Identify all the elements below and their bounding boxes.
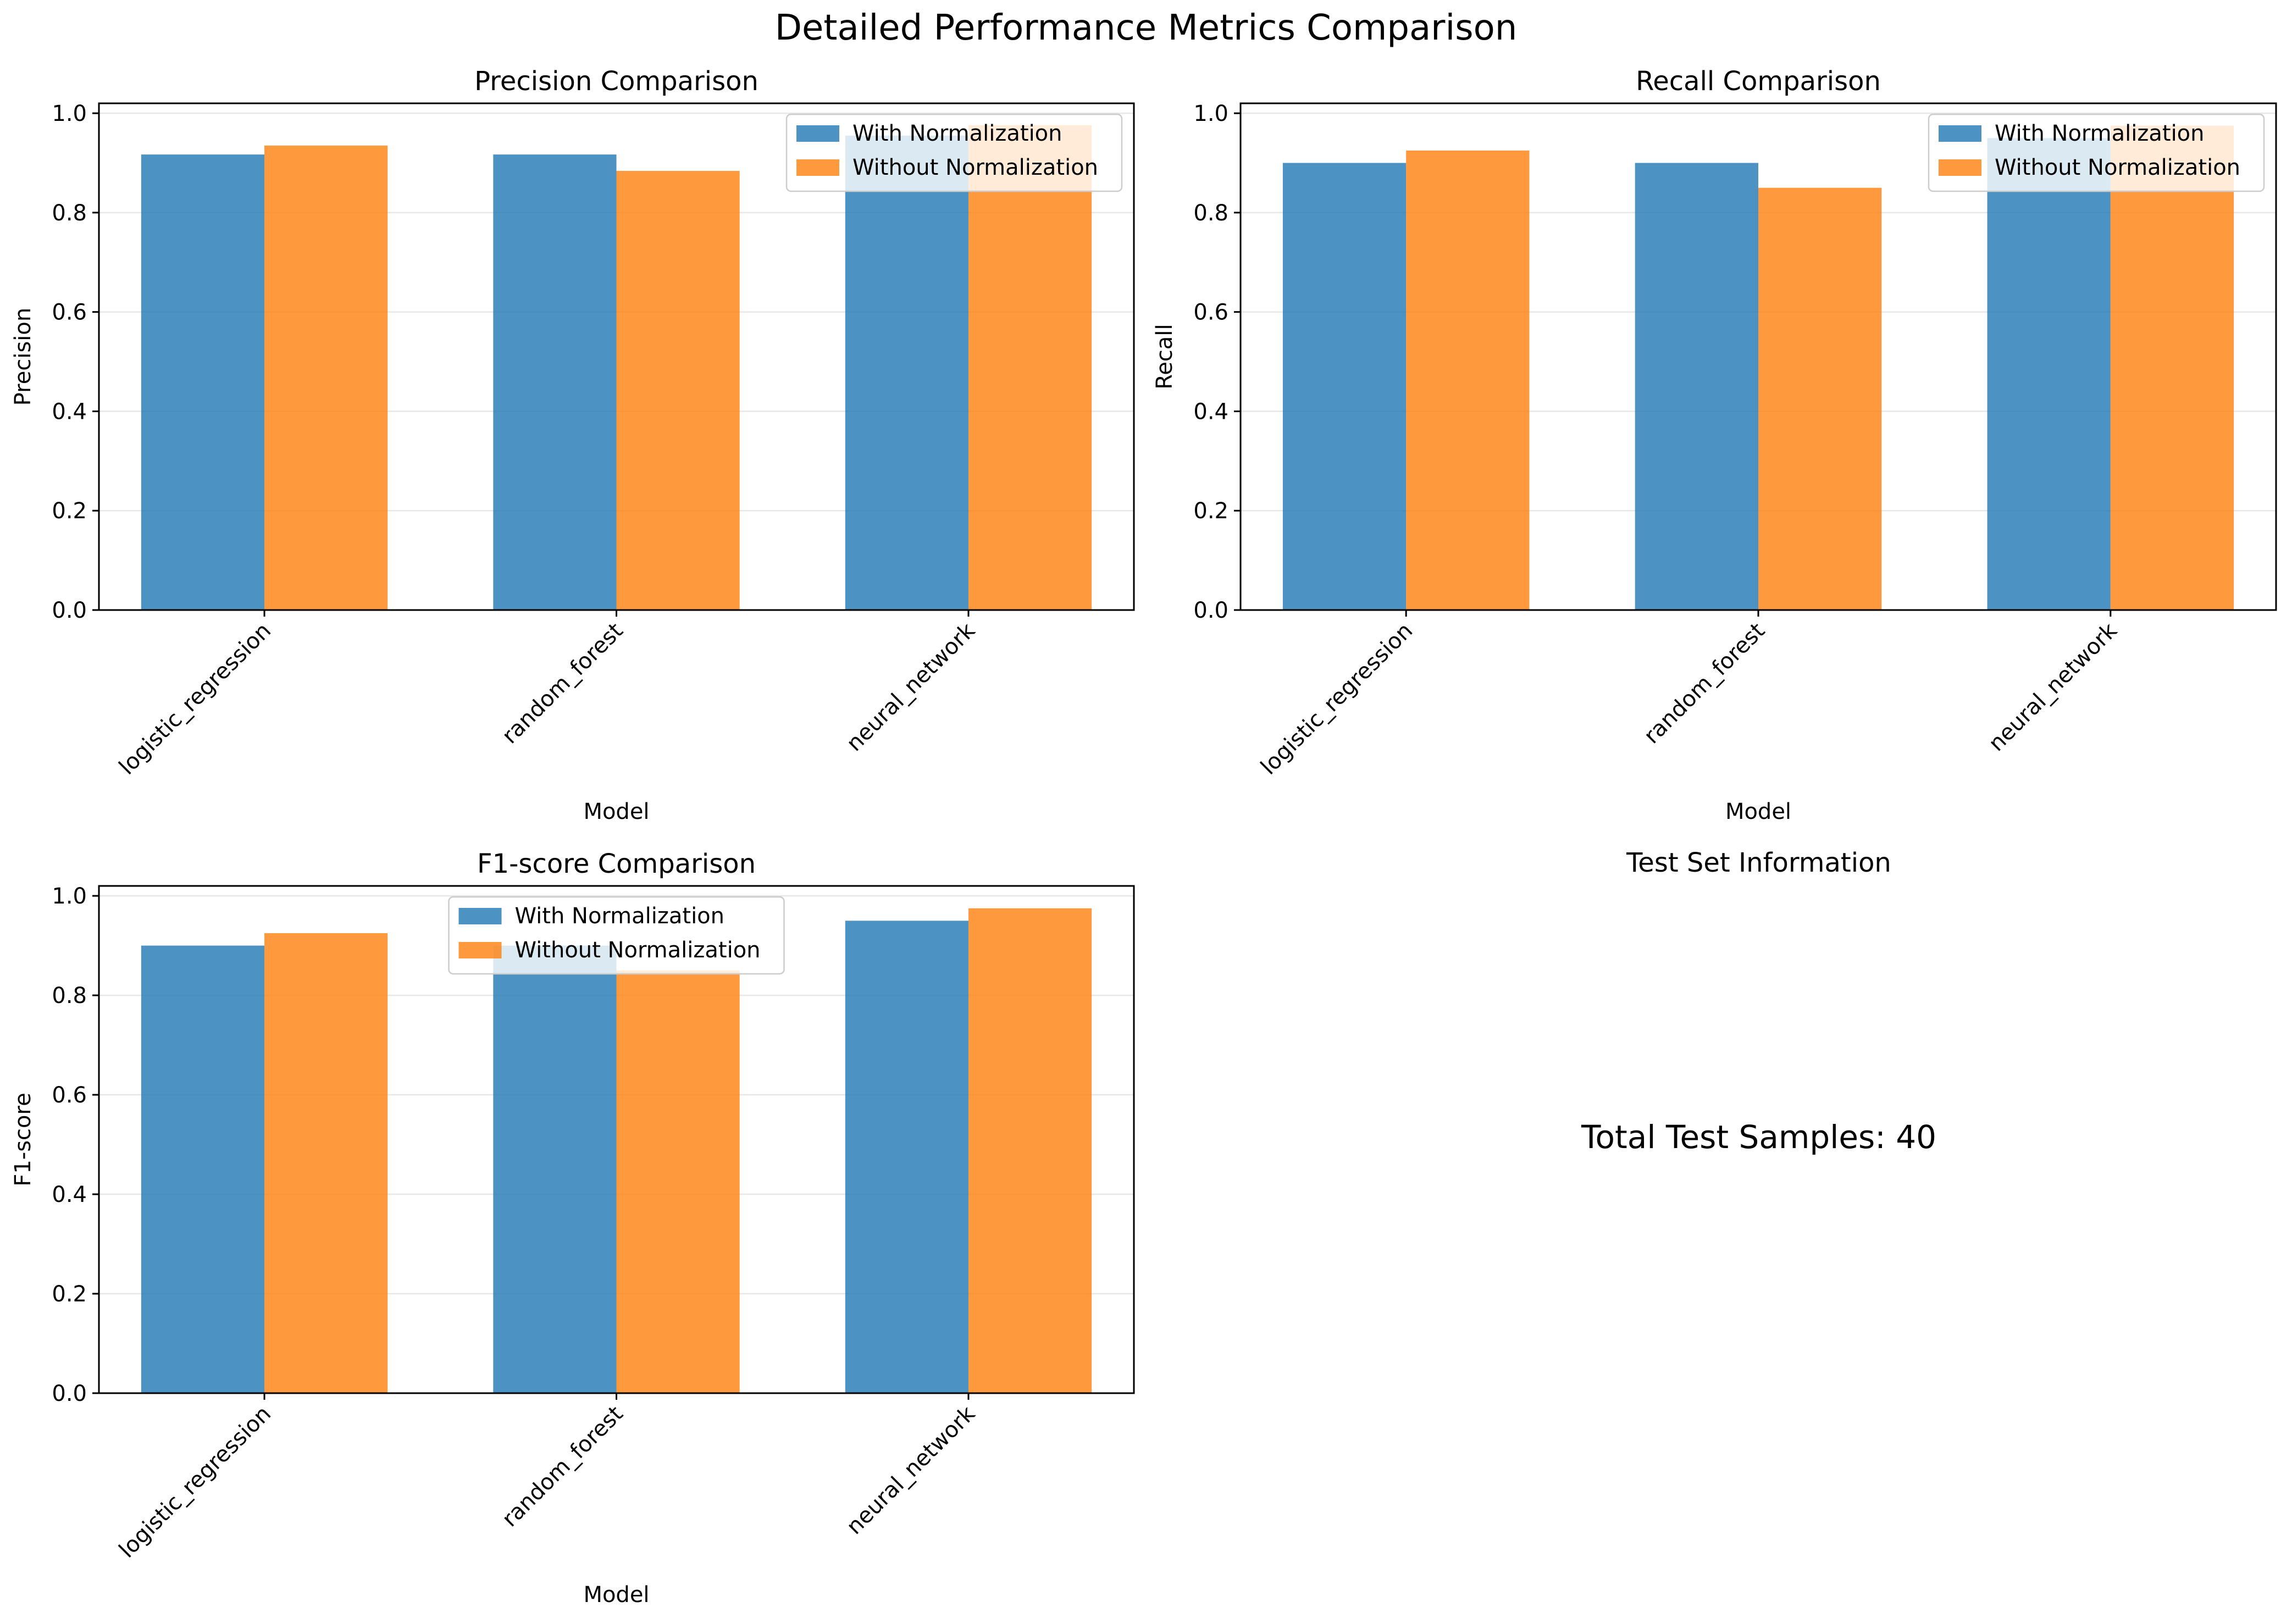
info-panel-title: Test Set Information — [1626, 847, 1891, 878]
legend-label-without: Without Normalization — [515, 938, 761, 963]
bar-with-neural_network — [1987, 138, 2111, 610]
x-axis-label: Model — [1725, 799, 1791, 824]
legend-box — [785, 113, 1123, 192]
x-tick-label: logistic_regression — [1256, 618, 1418, 780]
legend-label-with: With Normalization — [515, 904, 725, 929]
chart-title: Precision Comparison — [474, 66, 759, 97]
bar-with-logistic_regression — [141, 945, 265, 1393]
x-tick-label: logistic_regression — [114, 1401, 276, 1563]
bar-with-neural_network — [845, 921, 968, 1393]
x-tick-label: random_forest — [497, 1401, 628, 1532]
bar-with-neural_network — [845, 135, 968, 611]
bar-without-random_forest — [616, 970, 740, 1393]
bar-with-random_forest — [493, 945, 617, 1393]
legend: With Normalization Without Normalization — [1928, 113, 2265, 192]
y-tick-label: 0.2 — [52, 1282, 87, 1307]
x-axis-label: Model — [583, 1582, 649, 1608]
bar-without-neural_network — [2110, 125, 2234, 611]
y-axis-label: F1-score — [10, 1093, 36, 1186]
y-tick-label: 0.0 — [1193, 598, 1228, 623]
figure-title: Detailed Performance Metrics Comparison — [774, 8, 1518, 48]
x-tick-label: neural_network — [841, 618, 980, 756]
bar-without-random_forest — [616, 170, 740, 610]
legend-swatch-without — [1939, 159, 1981, 176]
legend-label-with: With Normalization — [852, 121, 1062, 146]
bar-without-logistic_regression — [264, 145, 388, 610]
y-tick-label: 0.2 — [52, 498, 87, 524]
bar-without-logistic_regression — [1406, 150, 1530, 610]
legend-swatch-with — [1939, 125, 1981, 142]
bar-with-random_forest — [493, 154, 617, 611]
bar-with-logistic_regression — [141, 154, 265, 611]
legend-swatch-without — [796, 159, 839, 176]
chart-2: 0.0 0.2 0.4 0.6 0.8 1.0 logistic_regression ran… — [1152, 66, 2277, 824]
y-tick-label: 0.2 — [1193, 498, 1228, 524]
legend-label-with: With Normalization — [1995, 121, 2205, 146]
y-tick-label: 0.6 — [1193, 300, 1228, 325]
bar-without-random_forest — [1758, 187, 1882, 611]
y-tick-label: 0.0 — [52, 598, 87, 623]
legend-box — [1928, 113, 2265, 192]
legend-swatch-without — [458, 942, 502, 958]
legend: With Normalization Without Normalization — [785, 113, 1123, 192]
y-tick-label: 0.4 — [1193, 399, 1228, 424]
y-tick-label: 1.0 — [52, 884, 87, 909]
y-tick-label: 0.4 — [52, 399, 87, 424]
y-tick-label: 1.0 — [1193, 101, 1228, 126]
y-tick-label: 0.8 — [1193, 201, 1228, 226]
legend-label-without: Without Normalization — [852, 155, 1098, 180]
bar-with-logistic_regression — [1282, 163, 1407, 610]
legend-swatch-with — [796, 125, 839, 142]
y-tick-label: 0.0 — [52, 1381, 87, 1406]
x-axis-label: Model — [583, 799, 649, 824]
bar-without-neural_network — [968, 908, 1092, 1393]
y-tick-label: 0.6 — [52, 1083, 87, 1108]
legend: With Normalization Without Normalization — [448, 896, 785, 975]
y-tick-label: 0.8 — [52, 201, 87, 226]
bar-with-random_forest — [1635, 163, 1758, 610]
x-tick-label: random_forest — [497, 618, 628, 749]
bar-without-neural_network — [968, 125, 1092, 610]
x-tick-label: neural_network — [841, 1401, 980, 1539]
x-tick-label: random_forest — [1639, 618, 1770, 749]
chart-title: F1-score Comparison — [477, 849, 756, 879]
y-tick-label: 1.0 — [52, 101, 87, 126]
legend-box — [448, 896, 785, 975]
chart-1: 0.0 0.2 0.4 0.6 0.8 1.0 logistic_regression ran… — [10, 66, 1135, 824]
chart-title: Recall Comparison — [1636, 66, 1881, 97]
y-axis-label: Precision — [10, 308, 36, 406]
y-tick-label: 0.8 — [52, 983, 87, 1008]
y-tick-label: 0.4 — [52, 1182, 87, 1207]
bar-without-logistic_regression — [264, 933, 388, 1393]
x-tick-label: logistic_regression — [114, 618, 276, 780]
y-axis-label: Recall — [1152, 324, 1177, 389]
legend-label-without: Without Normalization — [1995, 155, 2240, 180]
legend-swatch-with — [458, 908, 502, 924]
chart-3: 0.0 0.2 0.4 0.6 0.8 1.0 logistic_regression ran… — [10, 849, 1135, 1608]
y-tick-label: 0.6 — [52, 300, 87, 325]
info-panel-text: Total Test Samples: 40 — [1581, 1118, 1936, 1156]
x-tick-label: neural_network — [1984, 618, 2122, 756]
